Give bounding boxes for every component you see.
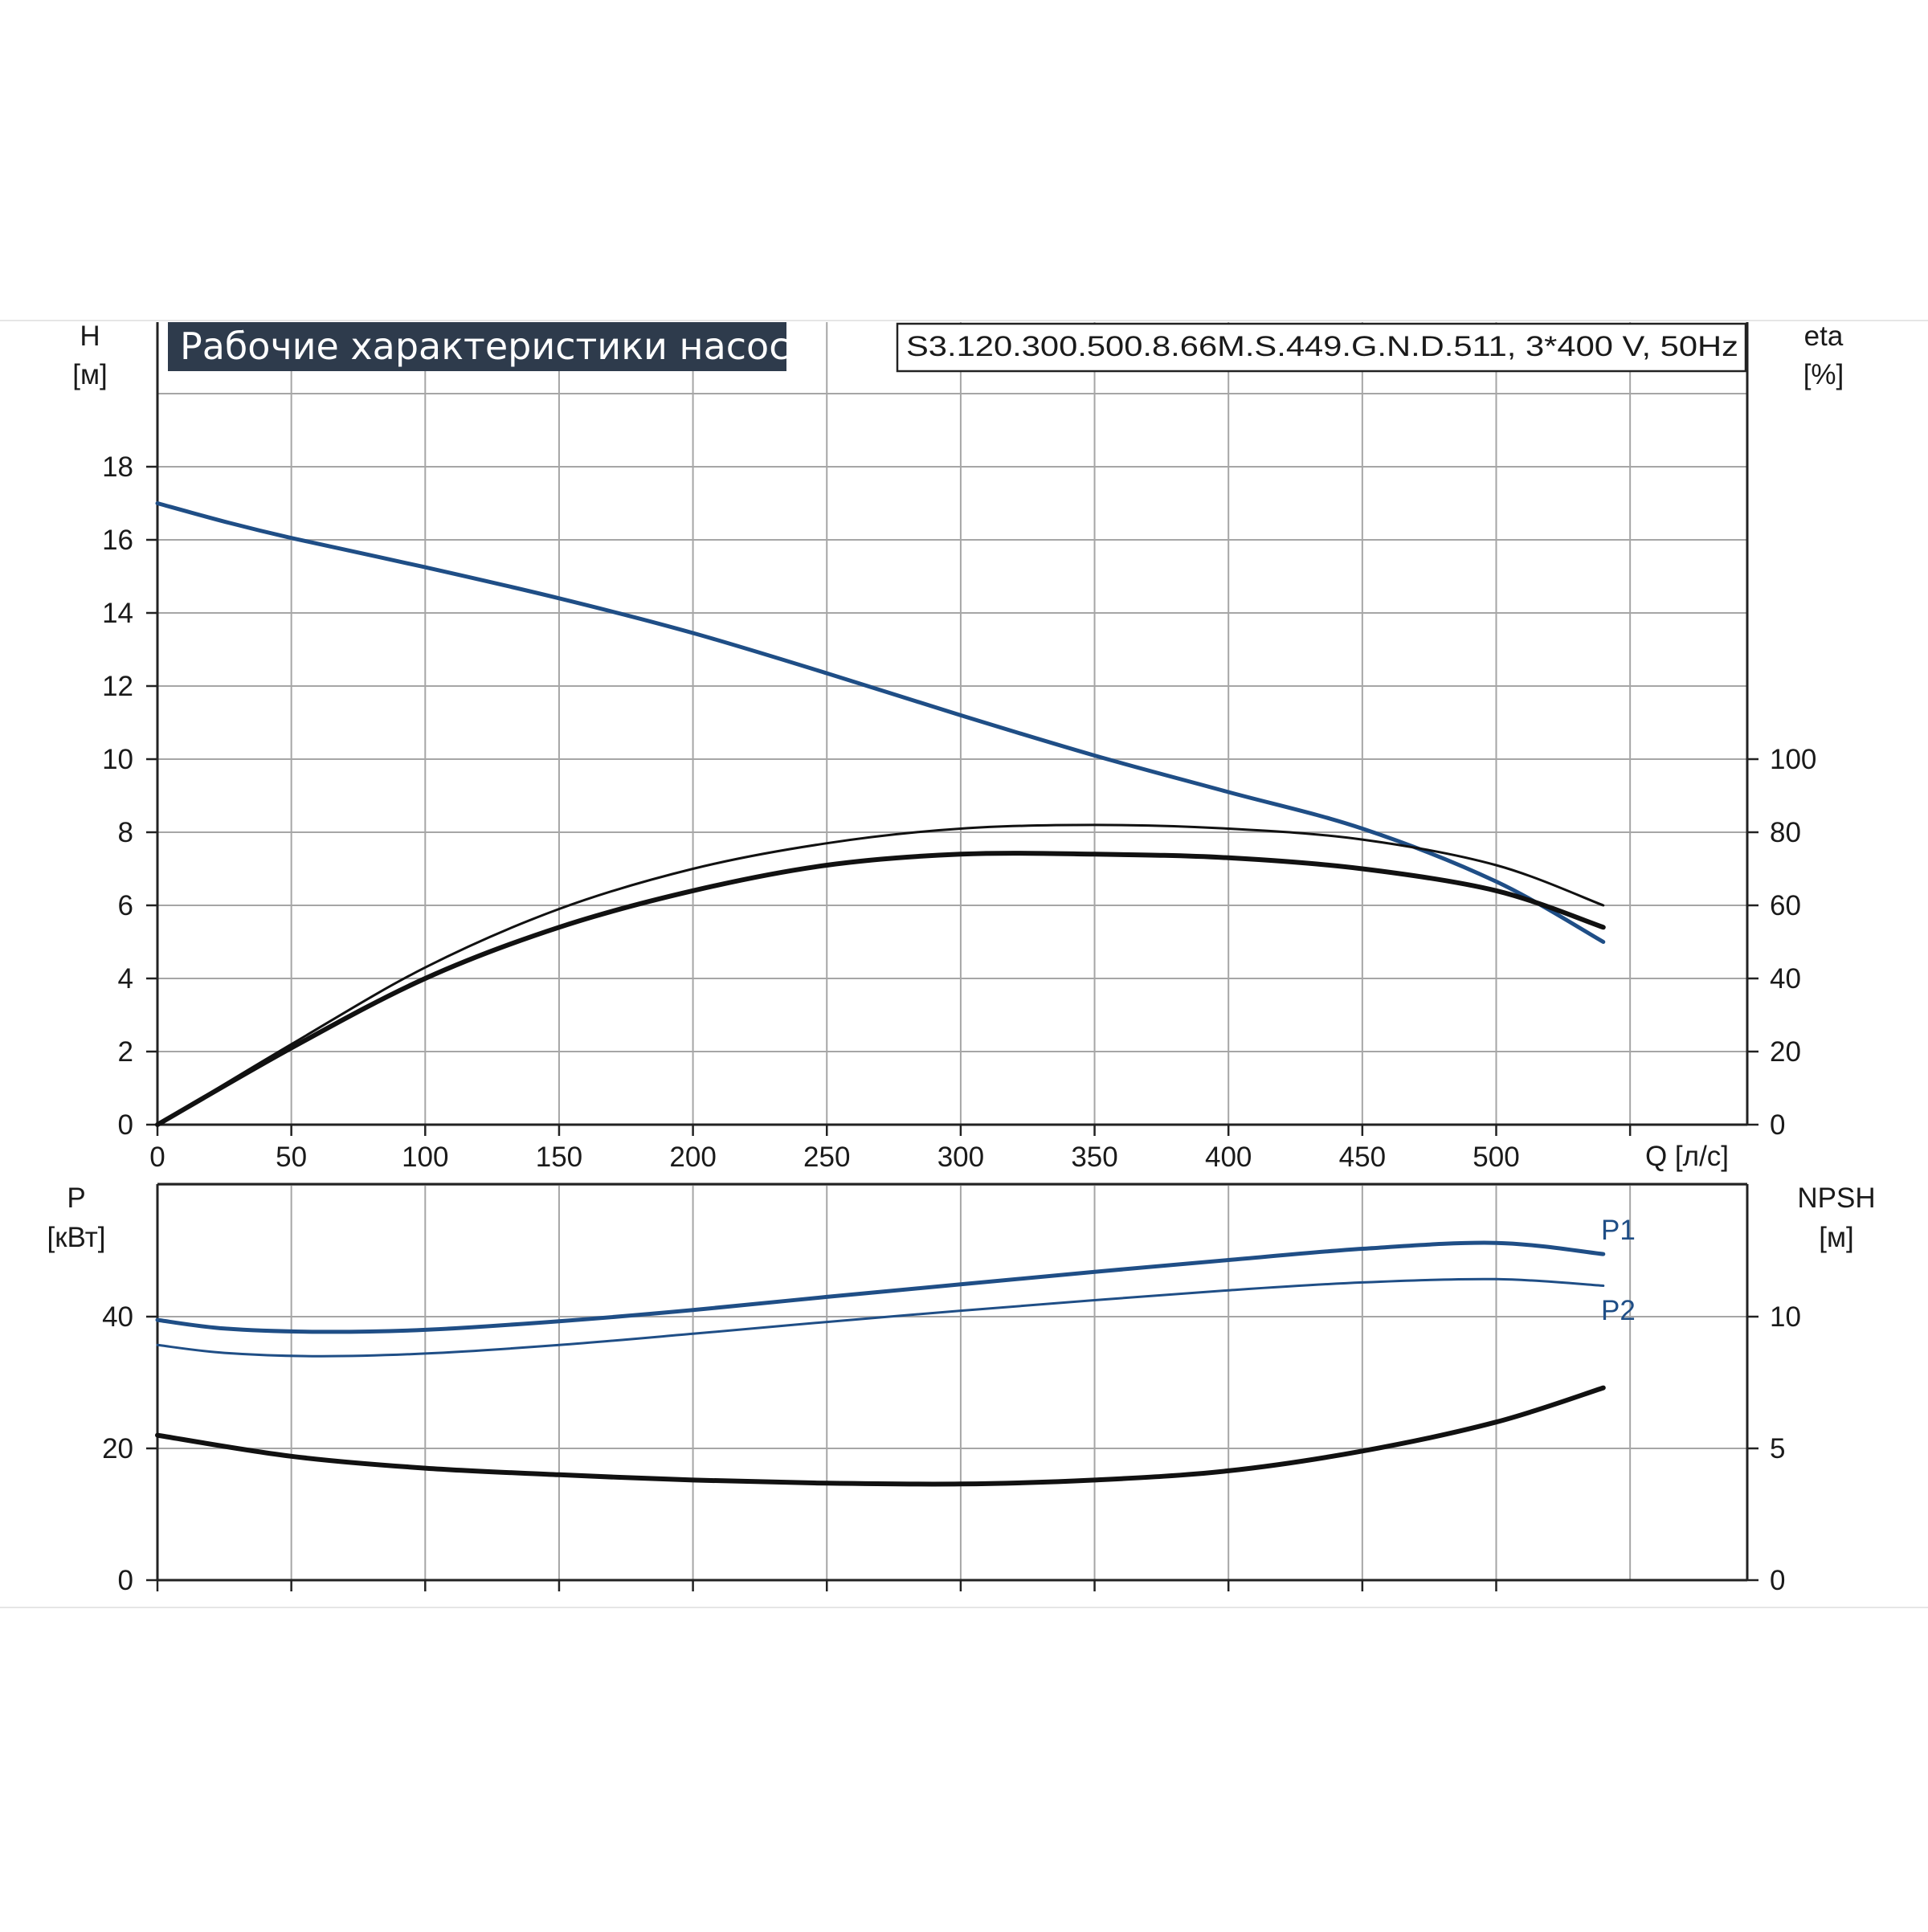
y-right-label-top-2: [%]	[1803, 359, 1844, 390]
title-box	[168, 322, 786, 371]
y-left-tick-label: 14	[102, 598, 133, 629]
y-right-label-bottom-1: NPSH	[1797, 1182, 1875, 1214]
y-left-tick-label: 0	[118, 1109, 133, 1141]
series-npsh-2-line	[155, 1385, 1606, 1487]
series-efficiency-1-line	[156, 823, 1605, 1126]
y-left-label-top-1: H	[80, 321, 100, 352]
y-left-tick-label: 18	[102, 451, 133, 483]
y-left-tick-label: 4	[118, 963, 133, 995]
x-tick-label: 100	[402, 1142, 448, 1173]
series-label-p2: P2	[1601, 1295, 1636, 1326]
series-label-p1: P1	[1601, 1215, 1636, 1246]
y-right-tick-label: 80	[1770, 817, 1801, 848]
y-left-label-bottom-2: [кВт]	[47, 1222, 106, 1253]
series-p1-line	[155, 1240, 1606, 1334]
x-tick-label: 150	[536, 1142, 582, 1173]
y-left-tick-label: 16	[102, 525, 133, 556]
x-axis-label: Q [л/с]	[1645, 1141, 1729, 1172]
series-layer	[155, 501, 1606, 1487]
x-tick-label: 300	[937, 1142, 984, 1173]
y-left-tick-label: 10	[102, 744, 133, 775]
x-tick-label: 0	[149, 1142, 165, 1173]
x-tick-label: 350	[1071, 1142, 1117, 1173]
y-left-tick-label: 12	[102, 671, 133, 702]
y-right-tick-label: 0	[1770, 1565, 1785, 1596]
x-tick-label: 500	[1473, 1142, 1519, 1173]
series-head-0-line	[155, 501, 1606, 944]
y-right-tick-label: 100	[1770, 744, 1816, 775]
grid-layer	[157, 322, 1747, 1581]
x-tick-label: 50	[276, 1142, 307, 1173]
model-box	[896, 322, 1747, 373]
model-label: S3.120.300.500.8.66M.S.449.G.N.D.511, 3*…	[906, 331, 1738, 362]
x-tick-label: 250	[803, 1142, 850, 1173]
y-left-tick-label: 20	[102, 1433, 133, 1464]
y-right-tick-label: 10	[1770, 1301, 1801, 1333]
y-right-tick-label: 5	[1770, 1433, 1785, 1464]
y-right-label-bottom-2: [м]	[1819, 1222, 1854, 1253]
series-p2-line	[156, 1277, 1605, 1358]
y-right-label-top-1: eta	[1804, 321, 1844, 352]
y-left-tick-label: 40	[102, 1301, 133, 1333]
y-left-tick-label: 0	[118, 1565, 133, 1596]
x-tick-label: 400	[1205, 1142, 1252, 1173]
y-left-label-top-2: [м]	[72, 359, 108, 390]
y-left-label-bottom-1: P	[67, 1182, 85, 1214]
x-tick-label: 450	[1339, 1142, 1386, 1173]
x-tick-label: 200	[669, 1142, 716, 1173]
y-right-tick-label: 0	[1770, 1109, 1785, 1141]
y-left-tick-label: 2	[118, 1036, 133, 1068]
chart-title: Рабочие характеристики насоса	[180, 325, 812, 368]
y-left-tick-label: 8	[118, 817, 133, 848]
series-efficiency-2-line	[155, 851, 1606, 1127]
y-right-tick-label: 40	[1770, 963, 1801, 995]
y-left-tick-label: 6	[118, 890, 133, 921]
y-right-tick-label: 60	[1770, 890, 1801, 921]
y-right-tick-label: 20	[1770, 1036, 1801, 1068]
